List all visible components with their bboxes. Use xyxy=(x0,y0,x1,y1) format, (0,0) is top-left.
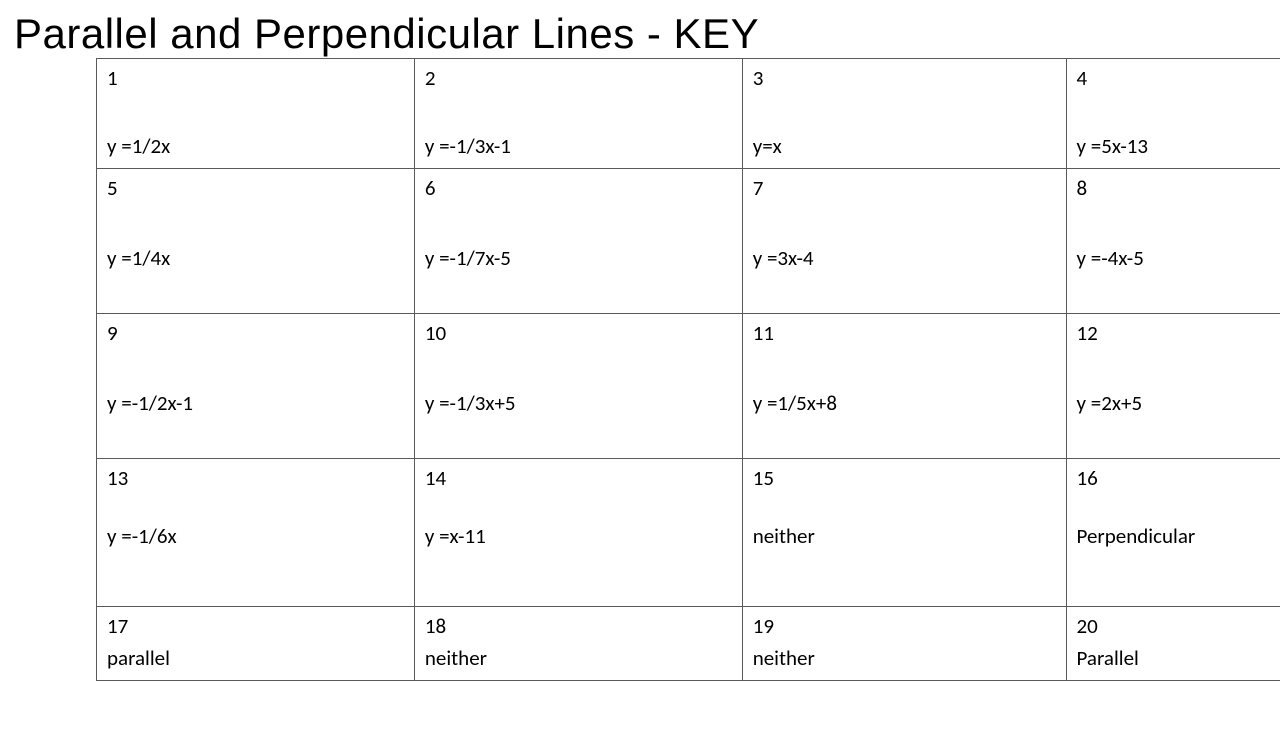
cell-number: 10 xyxy=(425,318,732,348)
table-cell: 18 neither xyxy=(414,607,742,681)
table-cell: 11 y =1/5x+8 xyxy=(742,314,1066,459)
table-cell: 7 y =3x-4 xyxy=(742,169,1066,314)
table-cell: 19 neither xyxy=(742,607,1066,681)
cell-answer: y =-1/7x-5 xyxy=(425,243,732,273)
cell-number: 20 xyxy=(1077,611,1270,641)
table-cell: 6 y =-1/7x-5 xyxy=(414,169,742,314)
answer-key-table: 1 y =1/2x 2 y =-1/3x-1 3 y=x 4 y =5x-13 … xyxy=(96,58,1280,681)
table-cell: 9 y =-1/2x-1 xyxy=(97,314,415,459)
cell-number: 2 xyxy=(425,63,732,93)
cell-answer: y =-1/3x-1 xyxy=(425,131,732,161)
cell-answer: y =1/5x+8 xyxy=(753,388,1056,418)
table-cell: 17 parallel xyxy=(97,607,415,681)
table-cell: 10 y =-1/3x+5 xyxy=(414,314,742,459)
cell-number: 19 xyxy=(753,611,1056,641)
cell-answer: y =-1/6x xyxy=(107,521,404,551)
table-row: 13 y =-1/6x 14 y =x-11 15 neither 16 Per… xyxy=(97,459,1280,607)
cell-number: 12 xyxy=(1077,318,1270,348)
table-row: 9 y =-1/2x-1 10 y =-1/3x+5 11 y =1/5x+8 … xyxy=(97,314,1280,459)
cell-answer: y =-1/3x+5 xyxy=(425,388,732,418)
cell-answer: parallel xyxy=(107,643,404,673)
cell-answer: Perpendicular xyxy=(1077,521,1270,551)
cell-number: 5 xyxy=(107,173,404,203)
table-cell: 20 Parallel xyxy=(1066,607,1280,681)
cell-number: 3 xyxy=(753,63,1056,93)
cell-number: 17 xyxy=(107,611,404,641)
cell-answer: neither xyxy=(753,521,1056,551)
table-cell: 8 y =-4x-5 xyxy=(1066,169,1280,314)
cell-number: 11 xyxy=(753,318,1056,348)
cell-answer: y=x xyxy=(753,131,1056,161)
table-cell: 1 y =1/2x xyxy=(97,59,415,169)
cell-answer: y =1/2x xyxy=(107,131,404,161)
cell-number: 7 xyxy=(753,173,1056,203)
table-cell: 4 y =5x-13 xyxy=(1066,59,1280,169)
cell-answer: Parallel xyxy=(1077,643,1270,673)
cell-answer: y =5x-13 xyxy=(1077,131,1270,161)
table-cell: 5 y =1/4x xyxy=(97,169,415,314)
table-row: 17 parallel 18 neither 19 neither 20 Par… xyxy=(97,607,1280,681)
answer-key-table-wrap: 1 y =1/2x 2 y =-1/3x-1 3 y=x 4 y =5x-13 … xyxy=(0,58,1280,681)
cell-number: 8 xyxy=(1077,173,1270,203)
cell-answer: y =3x-4 xyxy=(753,243,1056,273)
cell-answer: y =x-11 xyxy=(425,521,732,551)
cell-number: 18 xyxy=(425,611,732,641)
cell-number: 16 xyxy=(1077,463,1270,493)
cell-number: 4 xyxy=(1077,63,1270,93)
table-row: 5 y =1/4x 6 y =-1/7x-5 7 y =3x-4 8 y =-4… xyxy=(97,169,1280,314)
cell-answer: y =1/4x xyxy=(107,243,404,273)
table-cell: 3 y=x xyxy=(742,59,1066,169)
table-row: 1 y =1/2x 2 y =-1/3x-1 3 y=x 4 y =5x-13 xyxy=(97,59,1280,169)
cell-number: 1 xyxy=(107,63,404,93)
cell-answer: y =2x+5 xyxy=(1077,388,1270,418)
cell-number: 15 xyxy=(753,463,1056,493)
table-cell: 13 y =-1/6x xyxy=(97,459,415,607)
table-cell: 16 Perpendicular xyxy=(1066,459,1280,607)
table-cell: 12 y =2x+5 xyxy=(1066,314,1280,459)
table-cell: 2 y =-1/3x-1 xyxy=(414,59,742,169)
page-title: Parallel and Perpendicular Lines - KEY xyxy=(0,0,1280,58)
table-cell: 15 neither xyxy=(742,459,1066,607)
cell-answer: y =-4x-5 xyxy=(1077,243,1270,273)
cell-number: 14 xyxy=(425,463,732,493)
cell-answer: neither xyxy=(425,643,732,673)
cell-number: 9 xyxy=(107,318,404,348)
table-cell: 14 y =x-11 xyxy=(414,459,742,607)
cell-number: 13 xyxy=(107,463,404,493)
cell-number: 6 xyxy=(425,173,732,203)
cell-answer: neither xyxy=(753,643,1056,673)
cell-answer: y =-1/2x-1 xyxy=(107,388,404,418)
